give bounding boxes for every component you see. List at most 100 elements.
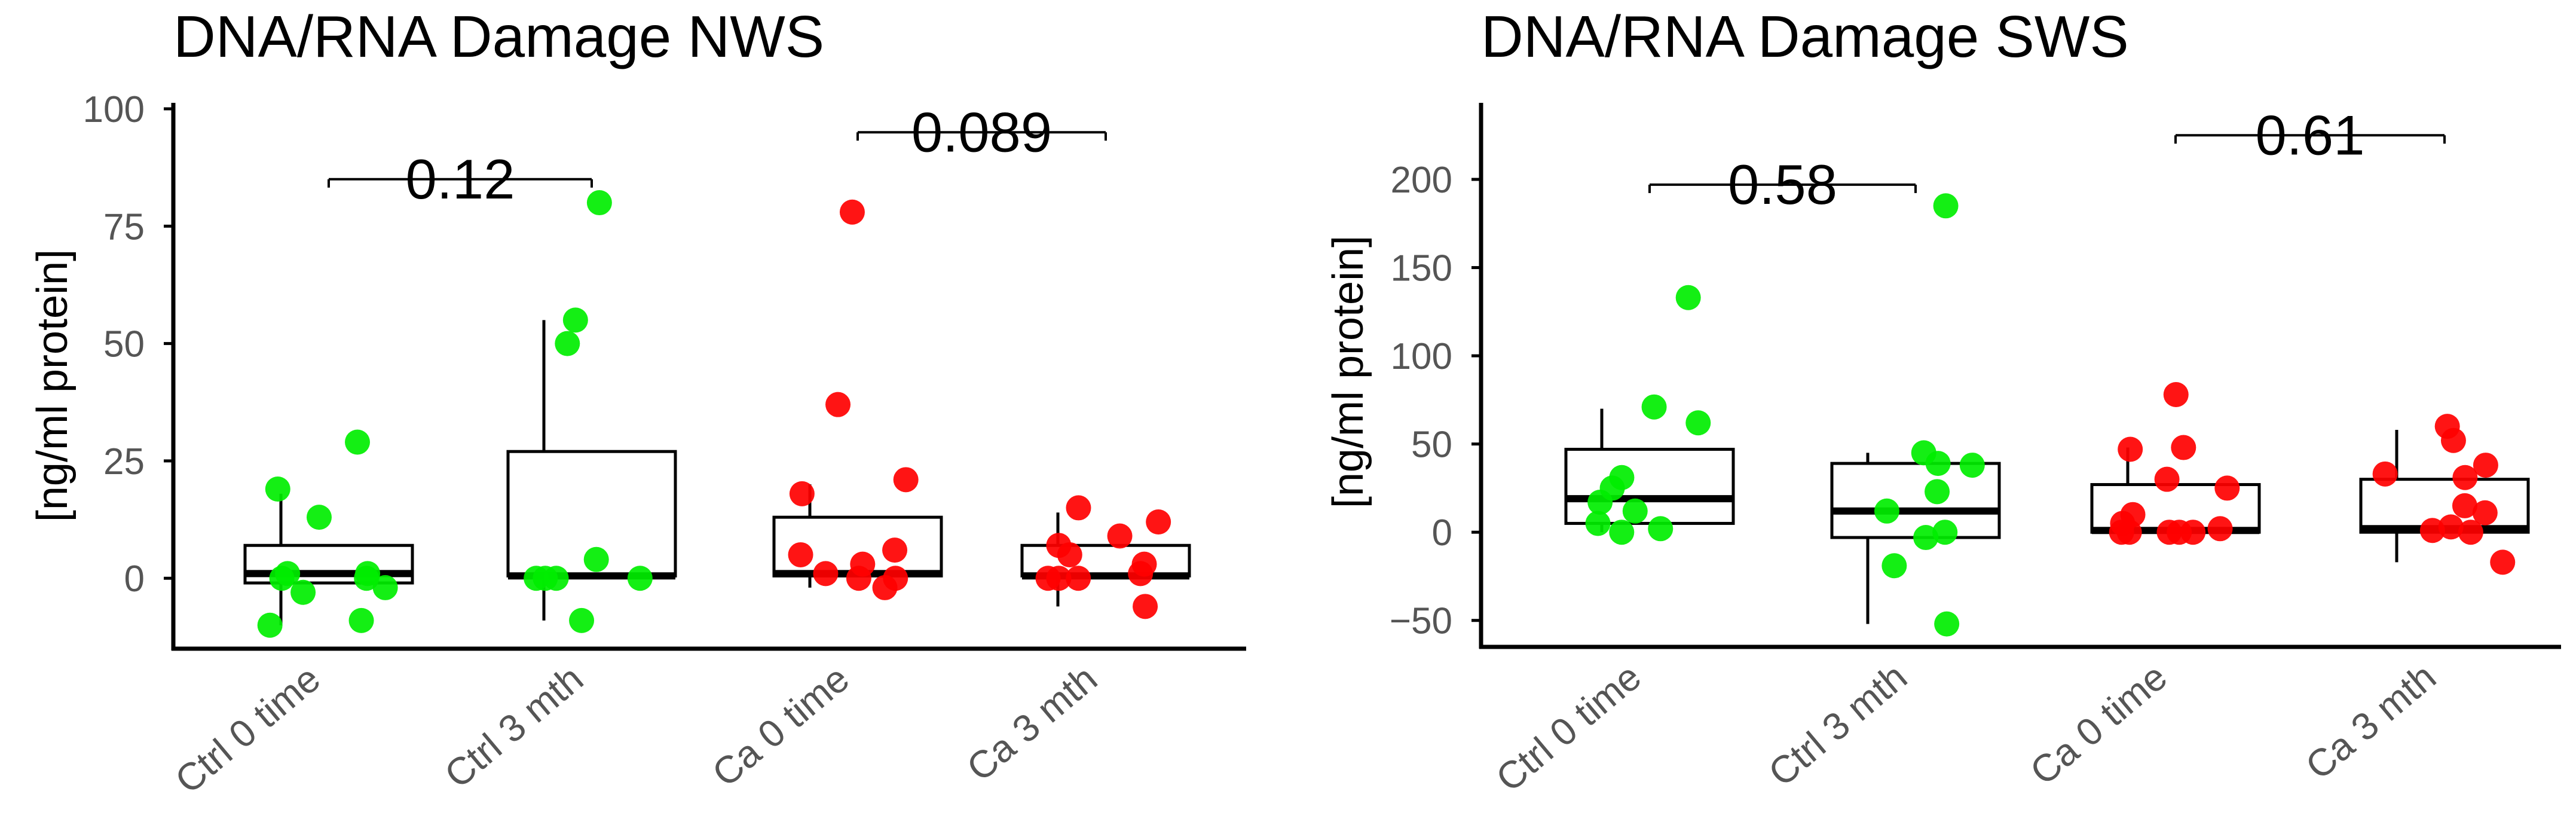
data-point	[348, 607, 374, 633]
box-group	[506, 190, 677, 633]
y-axis-label: [ng/ml protein]	[1324, 236, 1372, 508]
data-point	[2154, 466, 2180, 492]
data-point	[1622, 498, 1648, 524]
data-point	[825, 392, 851, 417]
data-point	[2214, 475, 2240, 501]
data-point	[1932, 520, 1958, 545]
data-point	[2452, 465, 2478, 490]
data-point	[2452, 493, 2477, 518]
data-point	[1128, 561, 1154, 587]
data-point	[2180, 520, 2206, 545]
data-point	[586, 190, 612, 216]
box-group	[1564, 285, 1735, 545]
y-tick-label: −50	[1390, 601, 1452, 642]
chart-title: DNA/RNA Damage SWS	[1481, 4, 2129, 69]
data-point	[2372, 461, 2398, 487]
data-point	[354, 566, 380, 591]
data-point	[1959, 453, 1985, 478]
box-group	[2359, 414, 2530, 575]
x-tick-label: Ctrl 0 time	[1488, 655, 1649, 801]
y-axis-label: [ng/ml protein]	[29, 249, 77, 522]
y-tick-label: 50	[1411, 424, 1452, 466]
data-point	[2116, 520, 2142, 545]
data-point	[265, 476, 290, 502]
data-point	[2171, 435, 2196, 460]
data-point	[846, 566, 871, 591]
y-tick-label: 100	[83, 89, 145, 130]
data-point	[1925, 479, 1950, 505]
data-point	[1675, 285, 1701, 310]
box-group	[772, 199, 943, 600]
data-point	[1934, 611, 1960, 637]
x-tick-label: Ca 0 time	[704, 657, 857, 795]
data-point	[524, 566, 549, 591]
data-point	[1881, 553, 1907, 579]
panel-sws: DNA/RNA Damage SWS [ng/ml protein] −50 0 5…	[1324, 4, 2561, 800]
data-point	[569, 607, 595, 633]
y-tick-label: 25	[103, 441, 145, 482]
data-point	[2440, 427, 2466, 453]
data-point	[1641, 394, 1667, 420]
data-point	[813, 561, 839, 587]
data-point	[1933, 193, 1959, 219]
comparison-bracket: 0.61	[2174, 103, 2446, 166]
y-tick-label: 0	[124, 558, 145, 600]
data-point	[788, 542, 813, 567]
data-point	[1133, 594, 1158, 619]
p-value-label: 0.58	[1728, 153, 1837, 216]
data-point	[1057, 542, 1082, 567]
p-value-label: 0.089	[911, 100, 1052, 163]
data-point	[1585, 511, 1611, 536]
data-point	[2473, 453, 2498, 478]
data-point	[1066, 566, 1091, 591]
data-point	[306, 505, 332, 530]
y-tick-label: 100	[1391, 336, 1452, 377]
box	[1564, 448, 1735, 525]
data-point	[269, 566, 295, 591]
x-tick-label: Ctrl 3 mth	[1760, 655, 1915, 795]
comparison-bracket: 0.58	[1648, 153, 1917, 216]
data-point	[627, 566, 653, 591]
data-point	[2207, 516, 2233, 542]
p-value-label: 0.12	[406, 148, 515, 210]
x-tick-label: Ca 0 time	[2022, 655, 2175, 793]
data-point	[257, 612, 283, 638]
data-point	[2156, 520, 2182, 545]
data-point	[1874, 498, 1899, 524]
x-tick-label: Ca 3 mth	[959, 657, 1105, 790]
data-point	[789, 481, 815, 506]
box-group	[2090, 382, 2261, 545]
data-point	[2118, 436, 2143, 462]
data-point	[1685, 410, 1711, 436]
data-point	[2419, 518, 2445, 543]
y-tick-label: 75	[103, 206, 145, 248]
data-point	[562, 307, 588, 333]
data-point	[1587, 490, 1613, 515]
data-point	[1046, 566, 1072, 591]
chart-title: DNA/RNA Damage NWS	[173, 4, 824, 69]
data-point	[882, 537, 908, 563]
comparison-bracket: 0.089	[856, 100, 1107, 163]
y-tick-label: 200	[1391, 160, 1452, 201]
box-group	[1830, 193, 2001, 637]
box-group	[243, 429, 414, 638]
data-point	[1066, 495, 1091, 521]
x-tick-label: Ctrl 0 time	[167, 657, 328, 802]
data-point	[1648, 516, 1674, 542]
data-point	[372, 575, 398, 600]
box-group	[1020, 495, 1191, 619]
data-point	[2490, 549, 2516, 575]
data-point	[583, 546, 609, 572]
data-point	[345, 429, 371, 455]
y-tick-label: 50	[103, 324, 145, 365]
y-tick-label: 0	[1432, 512, 1452, 554]
p-value-label: 0.61	[2256, 103, 2365, 166]
x-tick-label: Ctrl 3 mth	[436, 657, 591, 796]
panel-nws: DNA/RNA Damage NWS [ng/ml protein] 0 25 50…	[29, 4, 1246, 802]
data-point	[839, 199, 865, 225]
data-point	[893, 467, 919, 493]
data-point	[555, 331, 580, 356]
data-point	[1925, 451, 1951, 476]
data-point	[1609, 520, 1635, 545]
comparison-bracket: 0.12	[328, 148, 593, 210]
